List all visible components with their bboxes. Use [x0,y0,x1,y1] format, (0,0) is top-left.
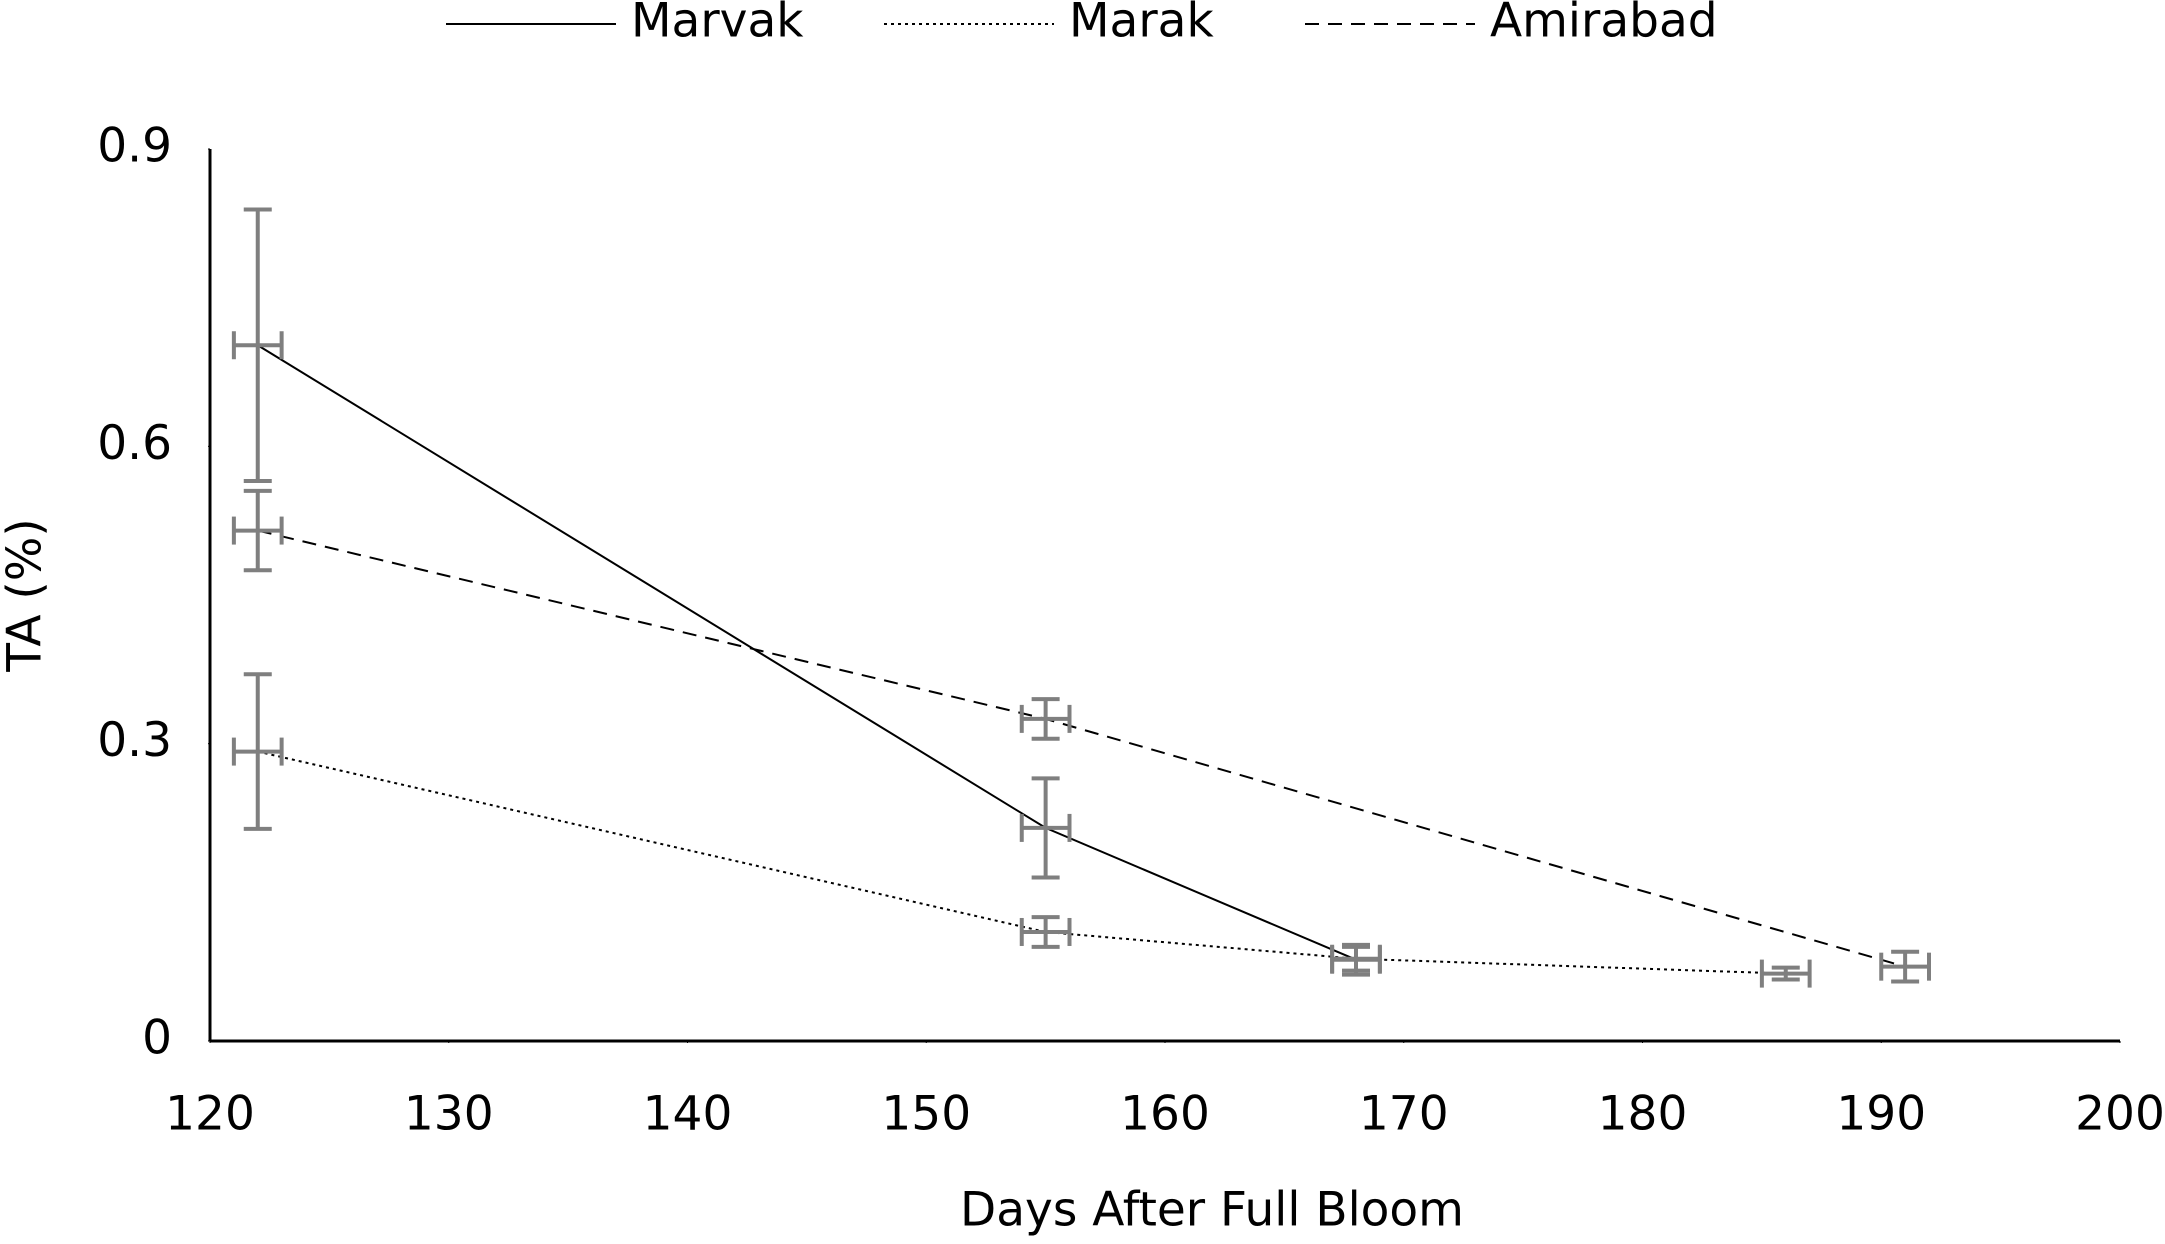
x-tick-label: 180 [1598,1087,1688,1142]
x-tick-label: 160 [1120,1087,1210,1142]
y-tick-label: 0.3 [97,713,172,768]
x-error-bar [1019,813,1072,842]
x-tick-label: 190 [1836,1087,1926,1142]
legend-label: Amirabad [1490,0,1718,49]
x-tick-label: 130 [404,1087,494,1142]
y-tick-label: 0.6 [97,416,172,471]
x-error-bar [231,737,284,766]
x-tick-label: 140 [643,1087,733,1142]
series-line [257,529,1906,968]
x-error-bar [231,331,284,360]
series-line [257,344,1357,961]
y-axis-title: TA (%) [0,518,53,672]
x-error-bar [1879,952,1931,981]
x-tick-label: 150 [881,1087,971,1142]
x-error-bar [1019,917,1072,946]
legend-label: Marak [1069,0,1214,49]
x-error-bar [1019,704,1072,733]
y-tick-label: 0 [142,1011,172,1066]
legend-label: Marvak [631,0,804,49]
x-tick-label: 170 [1359,1087,1449,1142]
x-error-bar [1330,944,1382,973]
x-axis-title: Days After Full Bloom [960,1183,1464,1238]
x-tick-label: 120 [165,1087,255,1142]
x-tick-label: 200 [2075,1087,2165,1142]
y-tick-label: 0.9 [97,119,172,174]
x-error-bar [231,516,284,545]
x-error-bar [1759,959,1812,988]
